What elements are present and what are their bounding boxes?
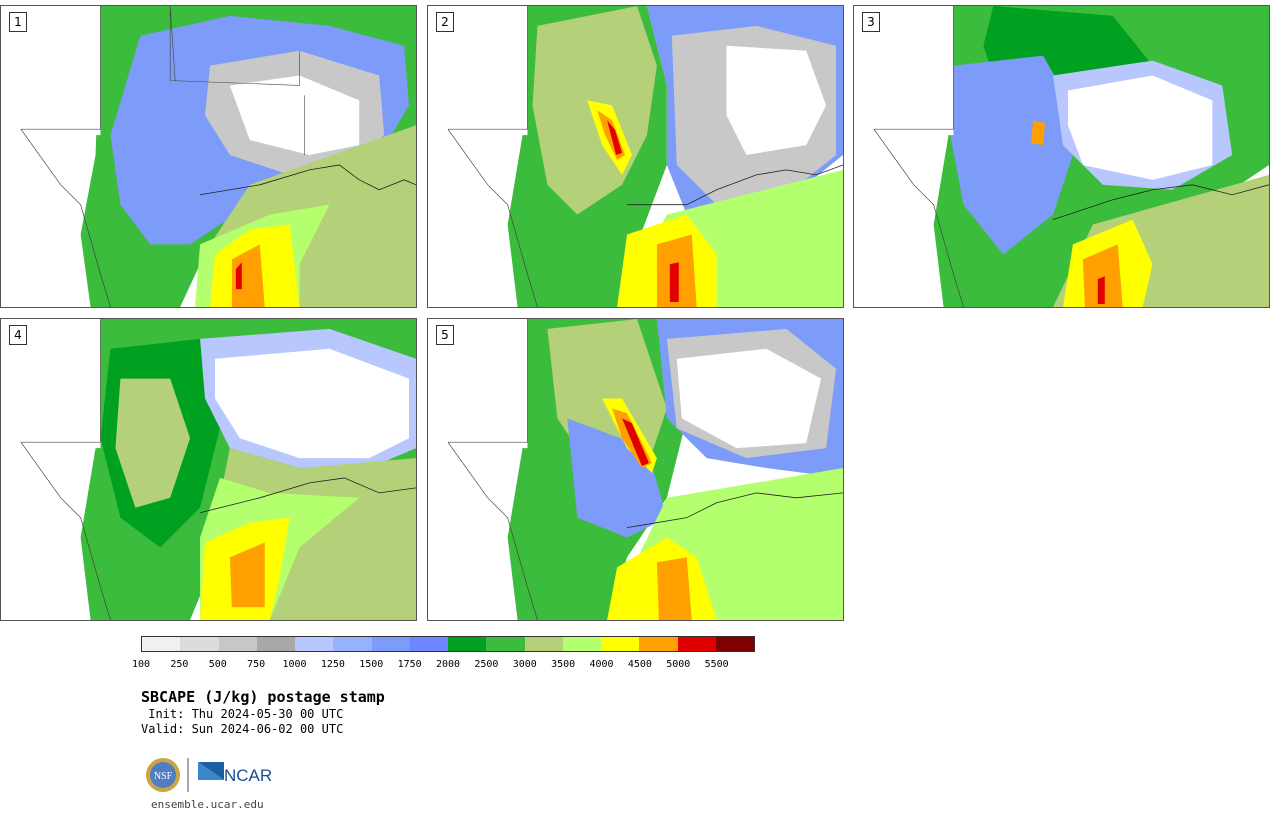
colorbar-tick-label: 5000 <box>666 659 691 670</box>
ncar-logo-text: NCAR <box>224 766 272 785</box>
colorbar-tick-label: 5500 <box>704 659 729 670</box>
colorbar-tick-label: 4000 <box>589 659 614 670</box>
sbcape-field <box>854 6 1269 307</box>
site-url: ensemble.ucar.edu <box>151 798 264 811</box>
init-time: Init: Thu 2024-05-30 00 UTC <box>141 707 344 721</box>
colorbar-segment <box>333 637 372 651</box>
colorbar-tick-label: 3000 <box>512 659 537 670</box>
colorbar-tick-label: 4500 <box>627 659 652 670</box>
plot-title: SBCAPE (J/kg) postage stamp <box>141 688 385 706</box>
colorbar-segment <box>601 637 640 651</box>
colorbar-segment <box>371 637 410 651</box>
ensemble-member-5-map[interactable]: 5 <box>427 318 844 621</box>
logos: NSF NCAR <box>144 756 284 794</box>
valid-time: Valid: Sun 2024-06-02 00 UTC <box>141 722 344 736</box>
ensemble-member-2-map[interactable]: 2 <box>427 5 844 308</box>
colorbar-tick-label: 2500 <box>474 659 499 670</box>
member-label: 1 <box>9 12 27 32</box>
colorbar <box>141 636 755 652</box>
colorbar-tick-label: 1000 <box>282 659 307 670</box>
colorbar-tick-label: 750 <box>247 659 266 670</box>
ensemble-member-1-map[interactable]: 1 <box>0 5 417 308</box>
member-label: 4 <box>9 325 27 345</box>
colorbar-segment <box>180 637 219 651</box>
colorbar-tick-label: 2000 <box>435 659 461 670</box>
nsf-logo: NSF <box>146 758 180 792</box>
colorbar-segment <box>715 637 754 651</box>
colorbar-segment <box>295 637 334 651</box>
colorbar-segment <box>486 637 525 651</box>
colorbar-tick-label: 250 <box>170 659 189 670</box>
colorbar-tick-label: 1750 <box>397 659 422 670</box>
colorbar-segment <box>677 637 716 651</box>
nsf-logo-text: NSF <box>154 771 173 782</box>
colorbar-tick-label: 500 <box>208 659 227 670</box>
colorbar-tick-label: 3500 <box>551 659 576 670</box>
colorbar-tick-label: 1250 <box>320 659 345 670</box>
colorbar-segment <box>524 637 563 651</box>
sbcape-field <box>1 319 416 620</box>
colorbar-tick-label: 1500 <box>359 659 384 670</box>
ensemble-member-3-map[interactable]: 3 <box>853 5 1270 308</box>
sbcape-field <box>428 319 843 620</box>
sbcape-field <box>428 6 843 307</box>
ncar-logo: NCAR <box>198 762 272 785</box>
member-label: 2 <box>436 12 454 32</box>
sbcape-field <box>1 6 416 307</box>
colorbar-segment <box>142 637 181 651</box>
colorbar-segment <box>562 637 601 651</box>
member-label: 3 <box>862 12 880 32</box>
colorbar-tick-label: 100 <box>131 659 151 670</box>
colorbar-segment <box>448 637 487 651</box>
colorbar-segment <box>218 637 257 651</box>
colorbar-segment <box>639 637 678 651</box>
ensemble-member-4-map[interactable]: 4 <box>0 318 417 621</box>
colorbar-segment <box>409 637 448 651</box>
member-label: 5 <box>436 325 454 345</box>
colorbar-segment <box>256 637 295 651</box>
colorbar-ticks: 100 250 500 750 1000 1250 1500 1750 2000 2500 3000… <box>132 659 755 673</box>
